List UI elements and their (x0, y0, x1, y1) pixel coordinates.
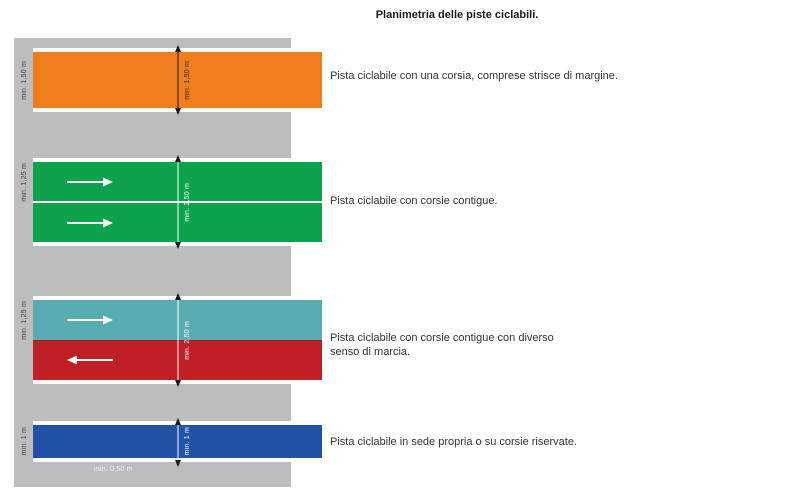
row-caption: Pista ciclabile con corsie contigue. (330, 195, 498, 207)
direction-arrow-left-icon (67, 355, 113, 365)
row-caption: Pista ciclabile con corsie contigue con … (330, 332, 554, 358)
row-caption: Pista ciclabile con una corsia, comprese… (330, 70, 618, 82)
direction-arrow-right-icon (67, 218, 113, 227)
direction-arrow-right-icon (67, 315, 113, 325)
lane-bottom (33, 203, 322, 242)
direction-arrow-right-icon (67, 177, 113, 186)
lane-single (33, 425, 322, 458)
lane-row-reserved (33, 418, 322, 467)
row-caption: Pista ciclabile in sede propria o su cor… (330, 436, 578, 448)
lane-row-contiguous (33, 155, 322, 249)
lane-top (33, 300, 322, 340)
page-title: Planimetria delle piste ciclabili. (375, 9, 539, 21)
setback-label: min. 0,50 m (94, 466, 133, 473)
corridor-background (14, 38, 291, 487)
lane-row-opposite (33, 293, 322, 387)
lane-row-single (33, 45, 322, 115)
lane-bottom (33, 340, 322, 380)
lane-top (33, 162, 322, 201)
lane-single (33, 52, 322, 108)
